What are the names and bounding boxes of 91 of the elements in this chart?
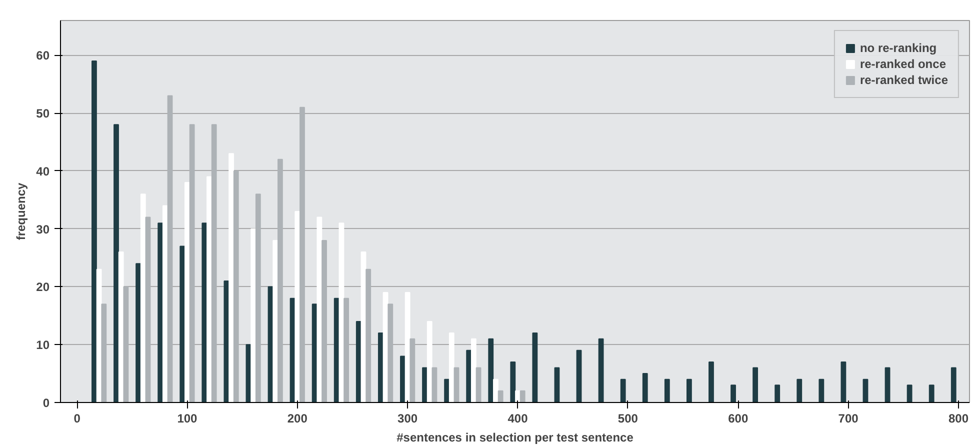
bar xyxy=(510,361,516,402)
legend-label: re-ranked once xyxy=(860,57,946,71)
x-tick-label: 700 xyxy=(838,412,859,426)
bar xyxy=(493,378,498,402)
bar xyxy=(620,378,626,402)
bar xyxy=(300,106,305,402)
y-tick-label: 60 xyxy=(36,48,50,63)
bar xyxy=(180,246,186,402)
bar xyxy=(123,286,129,402)
x-tick-label: 0 xyxy=(74,412,81,426)
bar xyxy=(466,350,472,402)
x-tick-label: 300 xyxy=(398,412,418,426)
bar xyxy=(224,280,230,402)
bar xyxy=(426,320,432,402)
legend-label: no re-ranking xyxy=(860,41,937,55)
bar xyxy=(410,338,416,402)
bar xyxy=(184,182,190,402)
legend-label: re-ranked twice xyxy=(860,73,948,87)
bar xyxy=(366,268,372,402)
bar xyxy=(400,356,406,402)
bar xyxy=(294,211,300,402)
bar xyxy=(598,338,604,402)
bar xyxy=(576,350,582,402)
bar xyxy=(322,240,327,402)
bar xyxy=(145,216,151,402)
bar xyxy=(356,320,362,402)
bar xyxy=(554,367,560,402)
bar xyxy=(928,384,934,402)
bar xyxy=(708,361,714,402)
bar xyxy=(664,378,670,402)
bar xyxy=(114,124,119,402)
bar xyxy=(840,361,846,402)
x-tick-label: 600 xyxy=(728,412,748,426)
bar xyxy=(272,240,278,402)
bar xyxy=(211,124,217,402)
bar xyxy=(488,338,494,402)
x-tick-label: 800 xyxy=(948,412,969,426)
bar xyxy=(818,378,824,402)
bar xyxy=(140,194,146,402)
bar xyxy=(476,367,482,402)
bar xyxy=(432,367,438,402)
bar xyxy=(92,60,97,402)
y-tick-label: 20 xyxy=(36,280,50,294)
bar xyxy=(444,378,450,402)
y-tick-label: 10 xyxy=(36,338,50,352)
y-tick-label: 30 xyxy=(36,222,50,236)
bar xyxy=(454,367,460,402)
bar xyxy=(498,390,504,402)
bar xyxy=(206,176,212,402)
x-tick-label: 500 xyxy=(618,412,638,426)
bar xyxy=(470,338,476,402)
x-tick-label: 200 xyxy=(287,412,308,426)
bar xyxy=(167,95,173,402)
bar xyxy=(730,384,736,402)
y-tick-label: 40 xyxy=(36,164,50,178)
bar xyxy=(906,384,912,402)
bar xyxy=(233,170,239,402)
bar xyxy=(520,390,526,402)
x-tick-label: 100 xyxy=(177,412,198,426)
y-tick-label: 0 xyxy=(42,396,50,410)
bar xyxy=(344,298,350,402)
bar xyxy=(642,373,648,402)
bar xyxy=(278,158,283,402)
bar xyxy=(448,332,454,402)
bar xyxy=(189,124,195,402)
bar xyxy=(228,153,234,402)
bar xyxy=(334,298,340,402)
y-axis-title: frequency xyxy=(14,182,28,240)
bar xyxy=(316,216,322,402)
bar xyxy=(136,263,141,402)
bar xyxy=(950,367,956,402)
bar xyxy=(388,304,394,402)
x-axis-title: #sentences in selection per test sentence xyxy=(396,430,634,444)
y-tick-label: 50 xyxy=(36,106,50,121)
bar xyxy=(255,194,261,402)
bar xyxy=(101,304,107,402)
bar xyxy=(250,228,256,402)
bar xyxy=(774,384,780,402)
bar xyxy=(796,378,802,402)
bar xyxy=(884,367,890,402)
bar xyxy=(752,367,758,402)
bar xyxy=(162,205,168,402)
bar xyxy=(422,367,428,402)
bar xyxy=(862,378,868,402)
bar xyxy=(532,332,538,402)
bar xyxy=(158,222,164,402)
x-tick-label: 400 xyxy=(508,412,528,426)
bar xyxy=(404,292,410,402)
bar xyxy=(378,332,384,402)
bar xyxy=(202,222,208,402)
bar xyxy=(686,378,692,402)
